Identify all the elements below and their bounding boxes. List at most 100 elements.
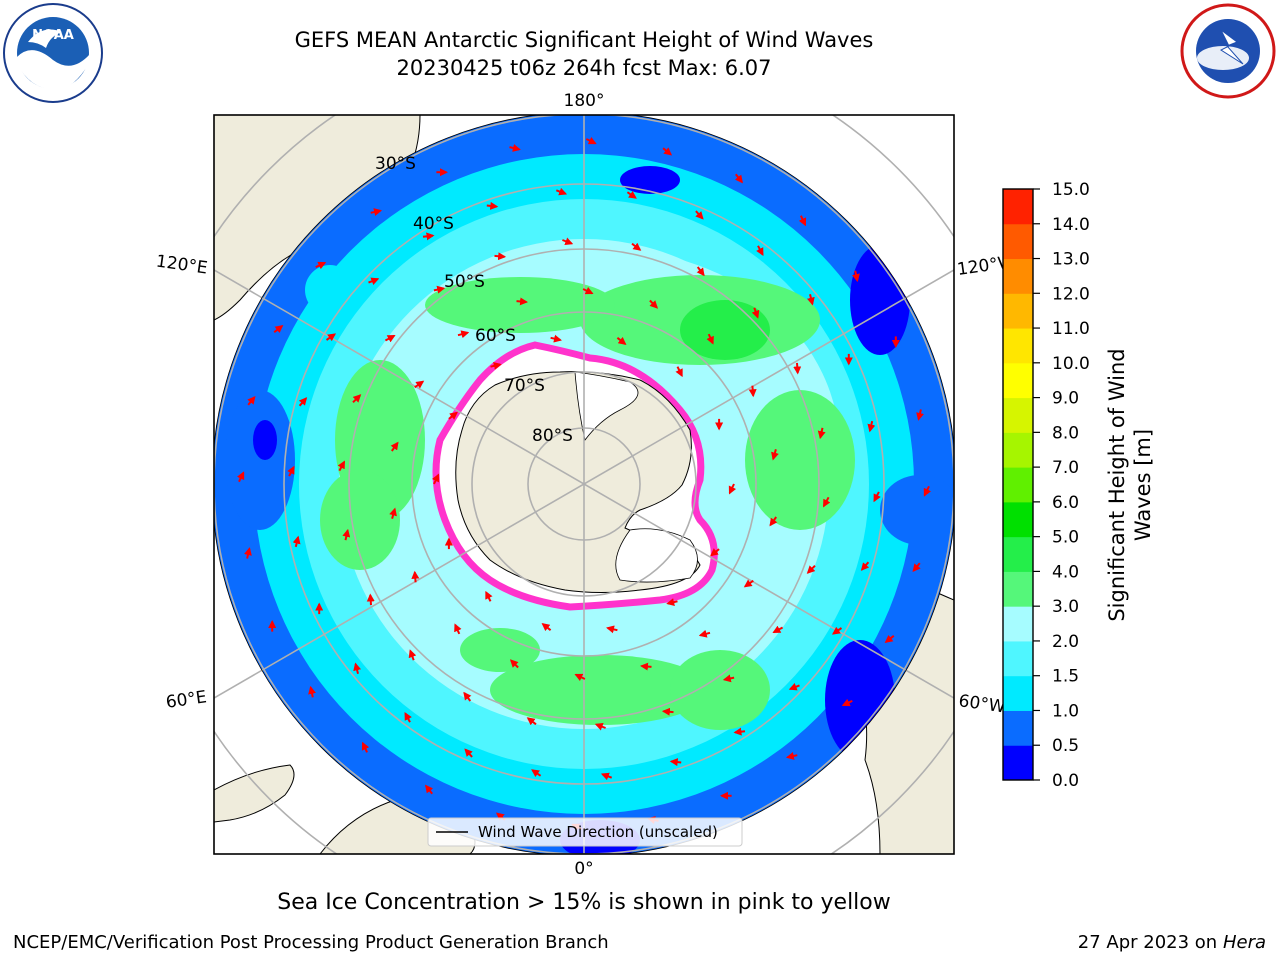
wind-wave-arrow <box>722 674 735 683</box>
wind-wave-arrow <box>806 294 815 306</box>
wind-wave-arrow <box>616 336 627 345</box>
noaa-logo-icon: NOAA <box>3 3 103 103</box>
wind-wave-arrow <box>531 769 542 778</box>
colorbar-segment <box>1003 397 1033 433</box>
wind-wave-arrow <box>788 682 800 691</box>
wind-wave-arrow <box>287 465 295 477</box>
wind-wave-arrow <box>486 201 499 210</box>
lat-label-70s: 70°S <box>504 376 545 396</box>
colorbar-tick-label: 4.0 <box>1052 562 1079 582</box>
wind-wave-arrow <box>606 625 618 634</box>
footer-organization: NCEP/EMC/Verification Post Processing Pr… <box>13 932 609 953</box>
colorbar-tick-label: 15.0 <box>1052 180 1090 200</box>
wind-wave-arrow <box>292 535 301 548</box>
wind-wave-arrow <box>244 547 252 559</box>
wind-wave-arrow <box>756 245 764 257</box>
colorbar-segment <box>1003 501 1033 538</box>
colorbar-tick-label: 5.0 <box>1052 528 1079 548</box>
wind-wave-arrow <box>666 598 678 606</box>
lon-label-top: 180° <box>564 91 605 111</box>
wind-wave-arrow <box>728 483 737 495</box>
sea-ice-note: Sea Ice Concentration > 15% is shown in … <box>277 890 891 915</box>
wind-wave-arrow <box>771 449 779 461</box>
footer-date-text: 27 Apr 2023 on <box>1077 932 1223 953</box>
wind-wave-arrow <box>734 173 743 184</box>
wind-wave-arrow <box>695 210 704 220</box>
map-area: 30°S 40°S 50°S 60°S 70°S 80°S Wind Wave … <box>214 115 954 854</box>
colorbar-tick-label: 3.0 <box>1052 597 1079 617</box>
colorbar-tick-label: 1.5 <box>1052 667 1079 687</box>
wind-wave-arrow <box>923 485 932 497</box>
colorbar-segment <box>1003 362 1033 399</box>
wind-wave-arrow <box>494 252 507 261</box>
wind-wave-arrow <box>852 270 860 283</box>
colorbar-tick-label: 10.0 <box>1052 354 1090 374</box>
wind-wave-arrow <box>361 741 370 753</box>
wind-wave-arrow <box>640 662 652 671</box>
wind-wave-arrow <box>662 147 673 156</box>
colorbar-segment <box>1003 467 1033 503</box>
wind-wave-arrow <box>867 420 876 433</box>
lon-label-bottom: 0° <box>574 859 593 879</box>
colorbar-segment <box>1003 710 1033 746</box>
wind-wave-arrow <box>594 723 606 731</box>
wind-wave-arrow <box>769 516 778 527</box>
wind-wave-arrow <box>448 411 458 420</box>
colorbar-tick-label: 14.0 <box>1052 215 1090 235</box>
colorbar-tick-label: 0.5 <box>1052 736 1079 756</box>
wind-wave-arrow <box>873 491 881 503</box>
wind-wave-arrow <box>411 570 420 583</box>
wind-wave-arrow <box>308 685 316 698</box>
wind-wave-arrow <box>490 362 502 370</box>
chart-title: GEFS MEAN Antarctic Significant Height o… <box>294 28 874 52</box>
africa-land <box>214 764 295 823</box>
colorbar-tick-label: 1.0 <box>1052 701 1079 721</box>
colorbar-segment <box>1003 536 1033 572</box>
colorbar-label-line1: Significant Height of Wind <box>1105 348 1129 621</box>
lat-label-80s: 80°S <box>532 426 573 446</box>
wind-wave-arrow <box>562 237 574 245</box>
lat-label-40s: 40°S <box>413 214 454 234</box>
lat-label-30s: 30°S <box>375 154 416 174</box>
graticule <box>214 115 954 854</box>
wind-wave-arrow <box>817 427 826 440</box>
colorbar-segment <box>1003 432 1033 468</box>
national-weather-service-logo-icon <box>1180 3 1276 99</box>
colorbar-tick-label: 8.0 <box>1052 423 1079 443</box>
wind-wave-arrow <box>626 190 637 199</box>
lon-label-lower-left: 60°E <box>165 687 208 712</box>
colorbar-ticks: 0.0 0.5 1.0 1.5 2.0 3.0 4.0 5.0 6.0 7.0 8.0 9.0 10.0… <box>1033 180 1090 791</box>
wind-wave-arrow <box>516 297 528 306</box>
wind-wave-arrow <box>353 662 362 674</box>
lon-label-lower-right: 60°W <box>957 691 1006 717</box>
wind-wave-arrow <box>315 261 327 270</box>
colorbar-tick-label: 0.0 <box>1052 771 1079 791</box>
wind-wave-arrow <box>509 144 521 152</box>
colorbar-frame <box>1002 188 1034 781</box>
wind-wave-arrow <box>785 752 798 760</box>
wind-wave-arrow <box>748 385 757 398</box>
wind-wave-arrow <box>822 496 831 508</box>
colorbar-segment <box>1003 258 1033 294</box>
ice-shelf-ross <box>574 371 639 441</box>
wind-wave-arrow <box>390 441 399 452</box>
wind-wave-arrow <box>425 784 434 795</box>
wind-wave-arrow <box>912 562 921 573</box>
wind-wave-arrow <box>485 590 493 602</box>
colorbar-segment <box>1003 189 1033 225</box>
wind-wave-arrow <box>675 366 683 378</box>
wind-wave-arrow <box>649 299 659 309</box>
wind-wave-arrow <box>422 232 435 241</box>
wind-wave-arrow <box>696 266 705 277</box>
lat-label-50s: 50°S <box>444 272 485 292</box>
wind-wave-arrow <box>710 548 720 557</box>
wind-wave-arrow <box>669 758 682 767</box>
colorbar-segment <box>1003 571 1033 607</box>
wind-wave-arrow <box>841 698 853 707</box>
colorbar-tick-label: 12.0 <box>1052 284 1090 304</box>
wind-wave-arrow <box>273 325 284 334</box>
wind-wave-arrow <box>733 727 746 736</box>
latitude-labels: 30°S 40°S 50°S 60°S 70°S 80°S <box>375 154 573 446</box>
wind-wave-arrow <box>706 333 714 345</box>
